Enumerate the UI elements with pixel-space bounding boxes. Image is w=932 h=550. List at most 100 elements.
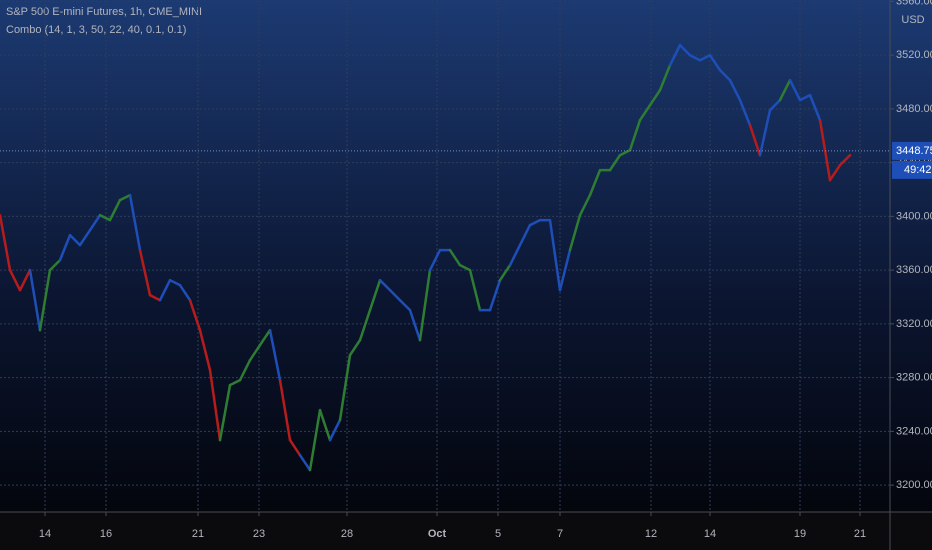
- price-segment: [668, 43, 682, 67]
- x-tick-label: 5: [495, 528, 501, 540]
- x-tick-label: 12: [645, 528, 657, 540]
- price-segment: [38, 268, 52, 332]
- price-segment: [768, 98, 782, 112]
- price-segment: [98, 213, 112, 222]
- y-tick-label: 3520.00: [896, 49, 932, 61]
- price-segment: [618, 148, 632, 157]
- price-segment: [138, 248, 152, 297]
- price-segment: [788, 78, 802, 102]
- y-tick-label: 3560.00: [896, 0, 932, 7]
- price-segment: [0, 213, 12, 272]
- x-tick-label: 19: [794, 528, 806, 540]
- price-segment: [188, 298, 202, 332]
- indicator-label: Combo (14, 1, 3, 50, 22, 40, 0.1, 0.1): [6, 24, 186, 36]
- price-segment: [518, 223, 532, 247]
- price-segment: [738, 98, 752, 127]
- price-segment: [428, 248, 442, 272]
- chart-title: S&P 500 E-mini Futures, 1h, CME_MINI: [6, 6, 202, 18]
- price-segment: [568, 213, 582, 252]
- price-segment: [748, 123, 762, 157]
- price-segment: [458, 263, 472, 272]
- price-segment: [118, 193, 132, 202]
- price-segment: [398, 298, 412, 312]
- y-tick-label: 3240.00: [896, 425, 932, 437]
- price-segment: [628, 118, 642, 152]
- price-segment: [558, 248, 572, 292]
- x-tick-label: 21: [854, 528, 866, 540]
- x-tick-label: 7: [557, 528, 563, 540]
- price-segment: [48, 258, 62, 272]
- price-segment: [528, 218, 542, 227]
- price-segment: [178, 283, 192, 302]
- price-segment: [378, 278, 392, 292]
- price-segment: [778, 78, 792, 102]
- last-price-label: 3448.75: [896, 145, 932, 157]
- price-segment: [348, 338, 362, 357]
- price-segment: [578, 193, 592, 217]
- price-segment: [688, 53, 702, 62]
- price-segment: [258, 328, 272, 347]
- price-segment: [608, 153, 622, 172]
- price-segment: [508, 243, 522, 267]
- price-segment: [58, 233, 72, 262]
- countdown-label: 49:42: [904, 164, 932, 176]
- price-segment: [298, 453, 312, 472]
- currency-label: USD: [901, 14, 924, 26]
- price-segment: [308, 408, 322, 472]
- price-segment: [448, 248, 462, 267]
- price-segment: [228, 378, 242, 387]
- price-segment: [548, 218, 562, 292]
- price-segment: [708, 53, 722, 72]
- price-segment: [78, 228, 92, 247]
- price-segment: [28, 268, 42, 332]
- price-segment: [318, 408, 332, 442]
- y-tick-label: 3360.00: [896, 264, 932, 276]
- axes: 3200.00 3240.00 3280.00 3320.00 3360.00 3400.…: [39, 0, 932, 540]
- price-segment: [358, 308, 372, 342]
- last-price-box: [892, 141, 932, 160]
- price-segment: [218, 383, 232, 442]
- price-segment: [278, 378, 292, 442]
- price-segment: [288, 438, 302, 457]
- x-tick-label: 14: [39, 528, 51, 540]
- x-tick-label: 23: [253, 528, 265, 540]
- x-tick-label: 28: [341, 528, 353, 540]
- price-segment: [148, 293, 162, 302]
- price-segment: [68, 233, 82, 247]
- price-segment: [758, 108, 772, 157]
- price-segment: [638, 103, 652, 122]
- price-segment: [328, 418, 342, 442]
- y-tick-label: 3200.00: [896, 479, 932, 491]
- price-segment: [718, 68, 732, 82]
- price-segment: [388, 288, 402, 302]
- price-segment: [408, 308, 422, 342]
- price-segment: [238, 358, 252, 382]
- y-tick-label: 3480.00: [896, 103, 932, 115]
- price-segment: [418, 268, 432, 342]
- price-segment: [728, 78, 742, 102]
- price-segment: [108, 198, 122, 222]
- price-segment: [338, 353, 352, 422]
- y-tick-label: 3320.00: [896, 318, 932, 330]
- x-tick-label: 14: [704, 528, 716, 540]
- price-segment: [88, 213, 102, 232]
- price-segment: [168, 278, 182, 287]
- price-segment: [248, 343, 262, 362]
- price-segment: [678, 43, 692, 57]
- price-segment: [828, 163, 842, 182]
- x-tick-label: 21: [192, 528, 204, 540]
- price-segment: [488, 278, 502, 312]
- y-tick-label: 3400.00: [896, 210, 932, 222]
- countdown-box: [892, 160, 932, 179]
- price-segment: [368, 278, 382, 312]
- x-tick-label: 16: [100, 528, 112, 540]
- x-tick-label: Oct: [428, 528, 447, 540]
- price-segment: [18, 268, 32, 292]
- price-segment: [468, 268, 482, 312]
- plot: [0, 43, 890, 472]
- price-segment: [798, 93, 812, 102]
- grid: [0, 0, 890, 512]
- price-segment: [658, 63, 672, 92]
